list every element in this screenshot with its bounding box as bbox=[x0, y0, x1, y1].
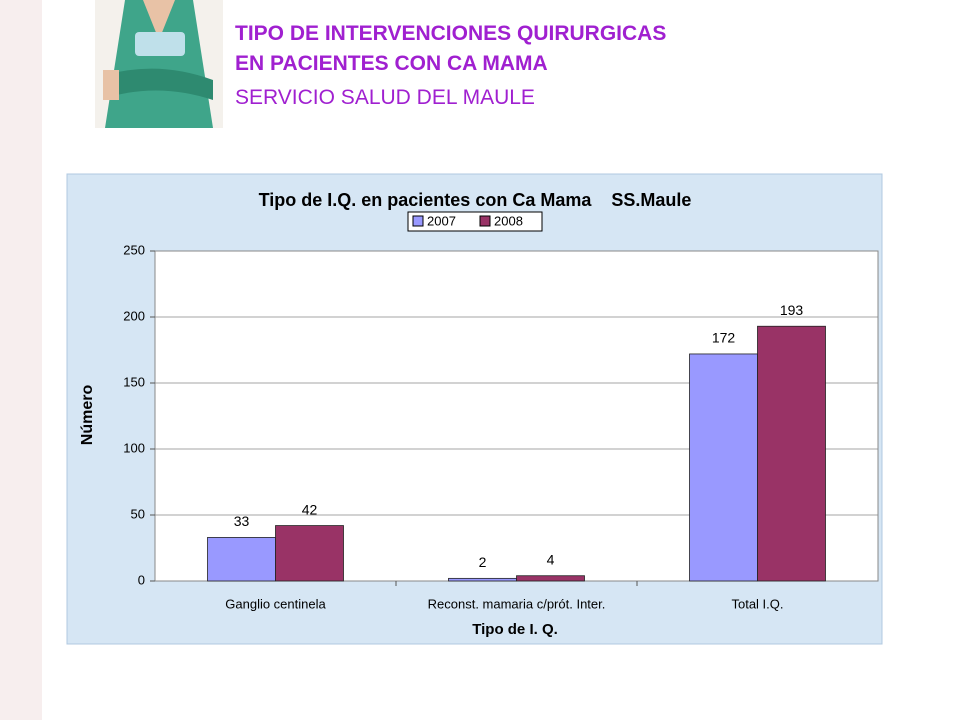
photo bbox=[95, 0, 223, 128]
bar bbox=[275, 525, 344, 582]
x-axis-label: Tipo de I. Q. bbox=[472, 621, 558, 638]
header-line: SERVICIO SALUD DEL MAULE bbox=[235, 86, 535, 109]
y-tick-label: 100 bbox=[123, 440, 145, 455]
header-line: EN PACIENTES CON CA MAMA bbox=[235, 52, 548, 75]
header-line: TIPO DE INTERVENCIONES QUIRURGICAS bbox=[235, 22, 667, 45]
y-tick-label: 250 bbox=[123, 242, 145, 257]
chart-title: Tipo de I.Q. en pacientes con Ca Mama SS… bbox=[259, 190, 692, 210]
bar bbox=[207, 537, 276, 582]
y-axis-label: Número bbox=[79, 385, 96, 446]
y-tick-label: 0 bbox=[138, 572, 145, 587]
bar bbox=[448, 577, 517, 582]
legend-swatch bbox=[479, 215, 491, 227]
legend-label: 2008 bbox=[494, 213, 523, 228]
bar bbox=[689, 353, 758, 582]
bar bbox=[516, 575, 585, 582]
data-label: 42 bbox=[302, 501, 318, 517]
data-label: 33 bbox=[234, 513, 250, 529]
legend-swatch bbox=[412, 215, 424, 227]
data-label: 4 bbox=[547, 551, 555, 567]
data-label: 172 bbox=[712, 330, 736, 346]
y-tick-label: 200 bbox=[123, 308, 145, 323]
legend-box bbox=[407, 211, 543, 232]
legend-label: 2007 bbox=[427, 213, 456, 228]
x-tick-label: Reconst. mamaria c/prót. Inter. bbox=[428, 596, 606, 611]
y-tick-label: 150 bbox=[123, 374, 145, 389]
data-label: 193 bbox=[780, 302, 804, 318]
side-strip bbox=[0, 0, 42, 720]
data-label: 2 bbox=[479, 554, 487, 570]
y-tick-label: 50 bbox=[131, 506, 145, 521]
x-tick-label: Total I.Q. bbox=[731, 596, 783, 611]
bar bbox=[757, 325, 826, 582]
x-tick-label: Ganglio centinela bbox=[225, 596, 326, 611]
